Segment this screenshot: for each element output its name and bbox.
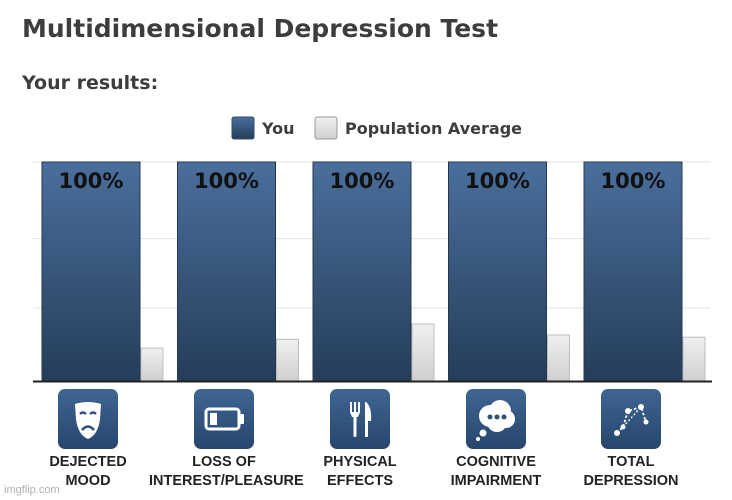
- data-label-3: 100%: [465, 169, 530, 193]
- chart-legend: You Population Average: [231, 116, 522, 140]
- category-label-2: PHYSICAL EFFECTS: [323, 454, 397, 489]
- drama-mask-icon: [58, 389, 118, 449]
- data-label-1: 100%: [194, 169, 259, 193]
- data-label-2: 100%: [330, 169, 395, 193]
- constellation-icon: [601, 389, 661, 449]
- bar-you-3: [448, 161, 547, 382]
- legend-swatch-1: [314, 116, 338, 140]
- category-label-0: DEJECTED MOOD: [49, 454, 127, 489]
- watermark: imgflip.com: [4, 484, 60, 496]
- chart-bars: [41, 161, 706, 382]
- bar-you-2: [312, 161, 412, 382]
- bar-average-2: [411, 323, 435, 382]
- bar-average-0: [140, 347, 164, 382]
- page-title: Multidimensional Depression Test: [22, 14, 499, 43]
- legend-swatch-0: [231, 116, 255, 140]
- data-label-0: 100%: [59, 169, 124, 193]
- results-bar-chart: You Population Average 100% 100% 100% 100% 10…: [33, 116, 712, 383]
- category-label-3: COGNITIVE IMPAIRMENT: [450, 454, 542, 489]
- bar-you-4: [583, 161, 683, 382]
- results-heading: Your results:: [22, 72, 159, 94]
- chart-data-labels: 100% 100% 100% 100% 100%: [59, 169, 666, 193]
- thought-bubble-icon: [466, 389, 526, 449]
- legend-label-0: You: [261, 119, 295, 138]
- low-battery-icon: [194, 389, 254, 449]
- fork-knife-icon: [330, 389, 390, 449]
- bar-average-4: [682, 336, 706, 382]
- legend-label-1: Population Average: [345, 119, 522, 138]
- category-label-4: TOTAL DEPRESSION: [583, 454, 679, 489]
- bar-you-1: [177, 161, 276, 382]
- category-label-1: LOSS OF INTEREST/PLEASURE: [149, 454, 304, 489]
- bar-average-1: [276, 338, 299, 382]
- bar-you-0: [41, 161, 141, 382]
- data-label-4: 100%: [601, 169, 666, 193]
- bar-average-3: [547, 334, 570, 382]
